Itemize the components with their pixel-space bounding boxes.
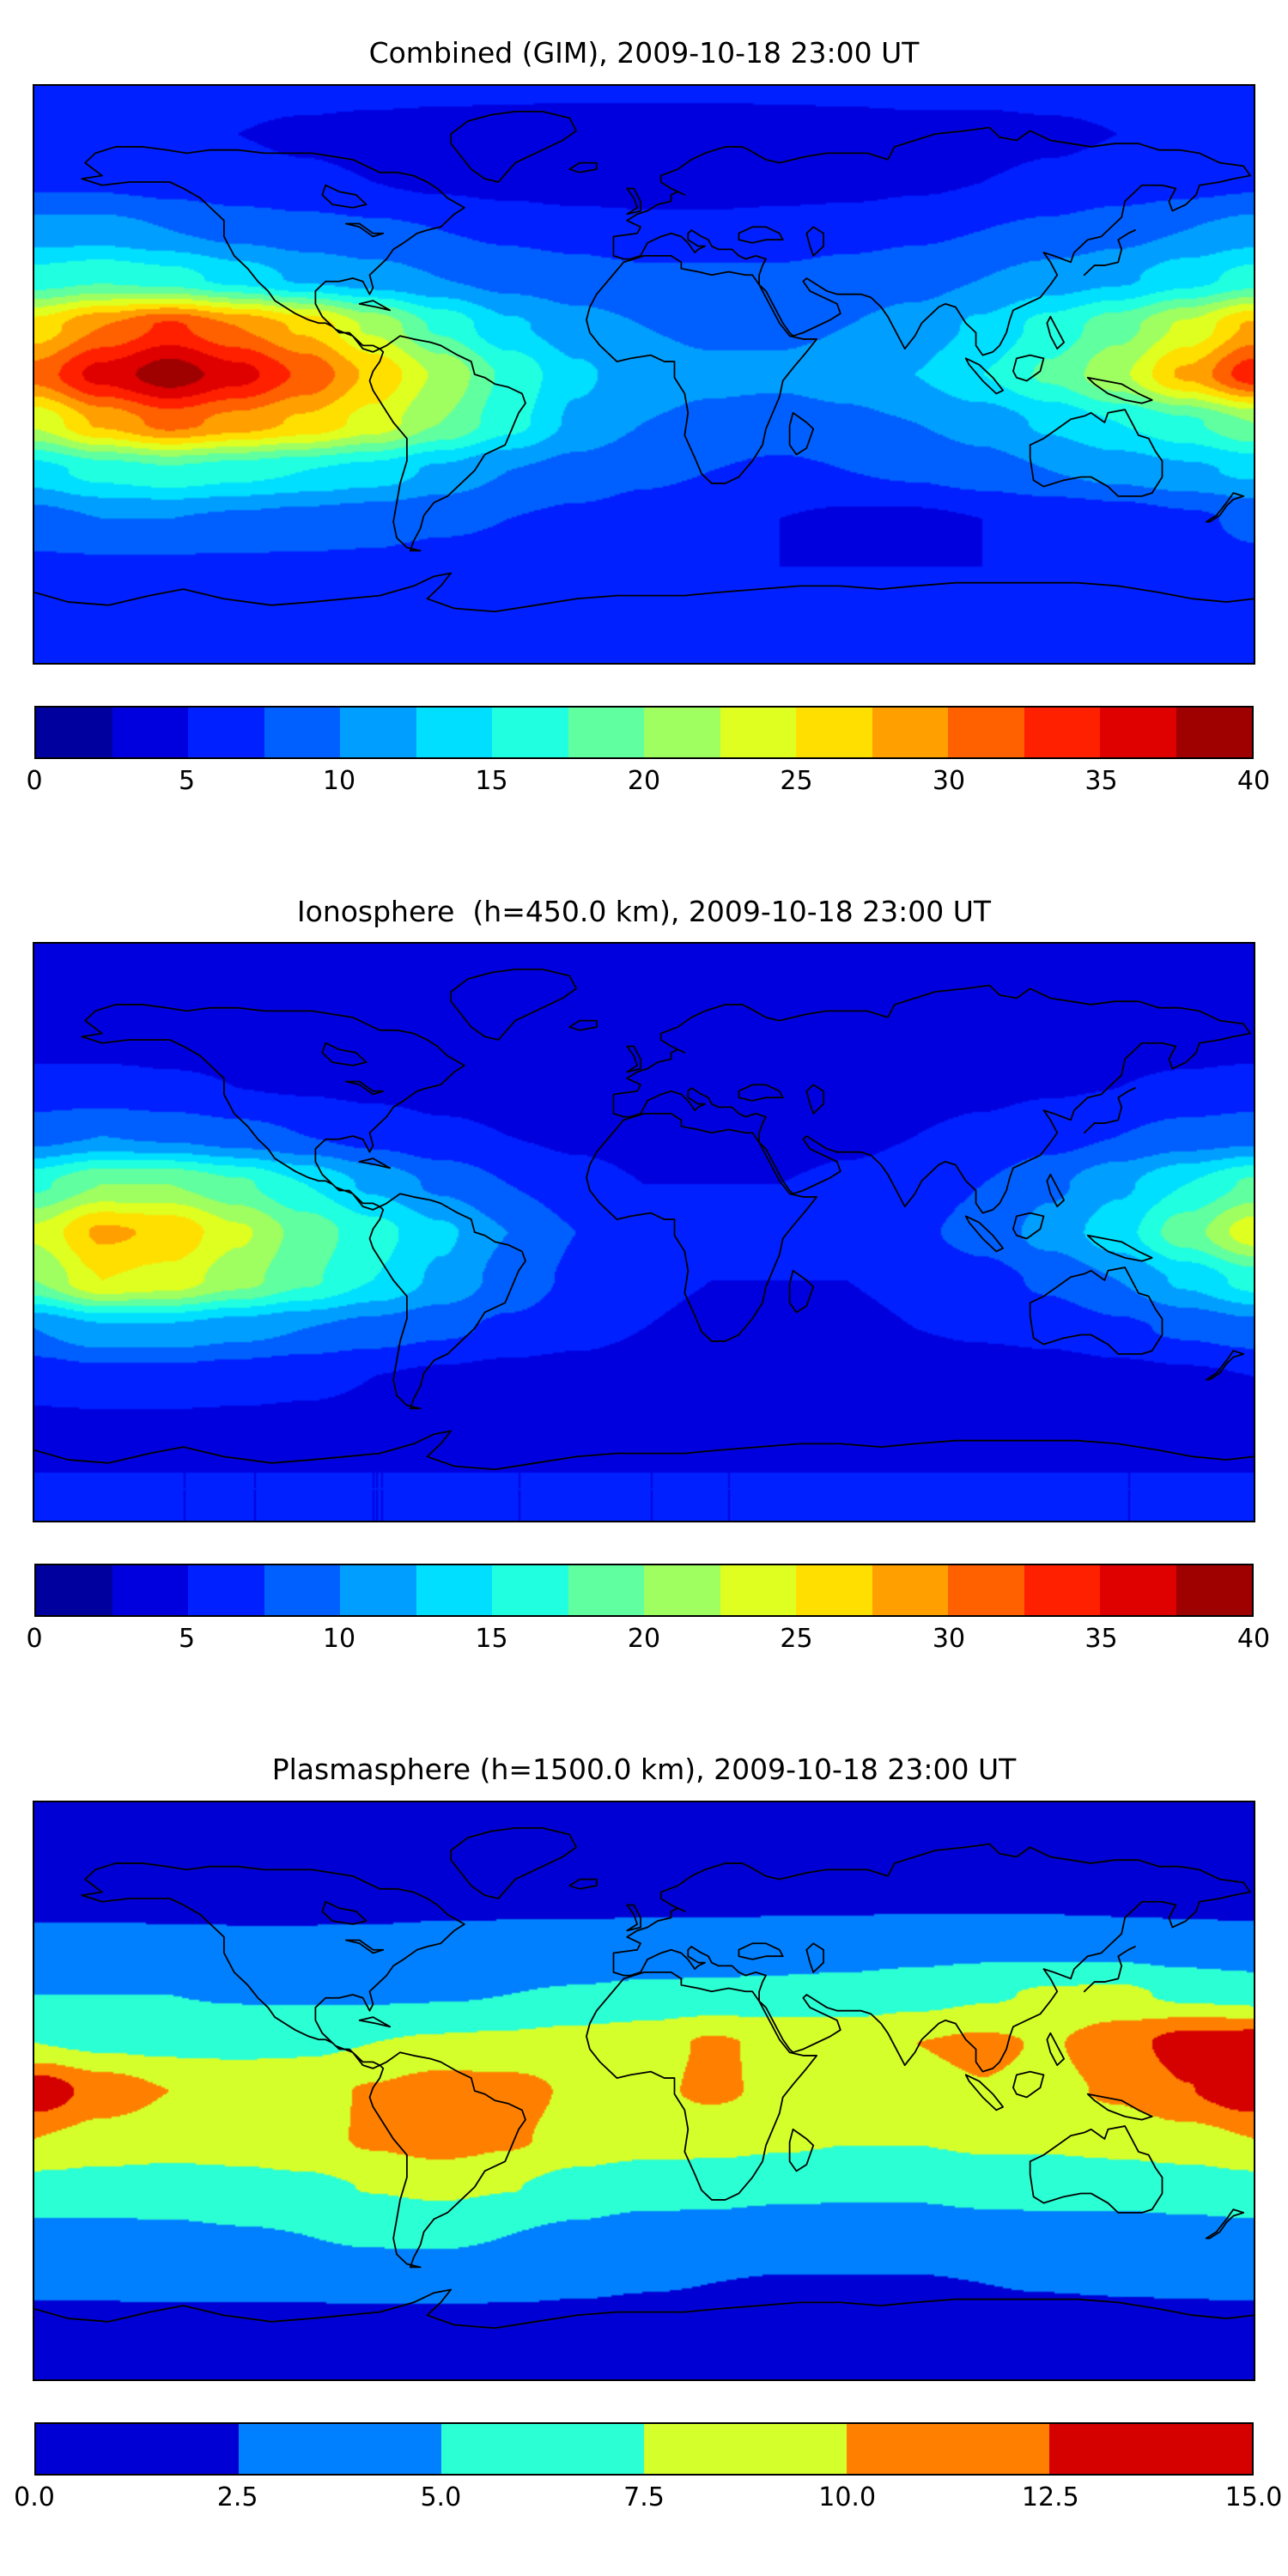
- colorbar-segment: [568, 707, 644, 757]
- panel-plasmasphere-title: Plasmasphere (h=1500.0 km), 2009-10-18 2…: [271, 1753, 1017, 1787]
- coastline-path: [34, 1828, 1254, 2328]
- colorbar-tick-labels: 0 5 10 15 20 25 30 35 40: [26, 1624, 1270, 1674]
- colorbar-tick-label: 25: [780, 765, 813, 796]
- colorbar-segment: [644, 1565, 720, 1616]
- coastlines-overlay: [34, 1802, 1254, 2379]
- coastlines-overlay: [34, 86, 1254, 663]
- colorbar-segment: [492, 707, 568, 757]
- coastline-path: [34, 969, 1254, 1469]
- colorbar-tick-label: 12.5: [1021, 2482, 1079, 2512]
- colorbar-segment: [644, 707, 720, 757]
- combined-heatmap-canvas: [34, 85, 1254, 663]
- panel-ionosphere-title: Ionosphere (h=450.0 km), 2009-10-18 23:0…: [296, 894, 992, 928]
- colorbar-tick-label: 15.0: [1224, 2482, 1283, 2512]
- colorbar-segment: [264, 707, 340, 757]
- colorbar-segment: [416, 707, 492, 757]
- colorbar-tick-label: 35: [1084, 1624, 1118, 1655]
- colorbar-tick-label: 10.0: [818, 2482, 877, 2512]
- colorbar-segment: [1176, 707, 1252, 757]
- colorbar-tick-label: 2.5: [216, 2482, 258, 2512]
- panel-combined: Combined (GIM), 2009-10-18 23:00 UT 0 5 10…: [0, 36, 1288, 816]
- colorbar-segment: [112, 707, 188, 757]
- colorbar-segment: [112, 1565, 188, 1616]
- colorbar-gradient: [34, 2421, 1254, 2476]
- colorbar-tick-label: 10: [322, 765, 356, 796]
- colorbar-tick-label: 0.0: [14, 2482, 55, 2512]
- colorbar-tick-label: 15: [475, 765, 508, 796]
- colorbar-tick-label: 5: [178, 1624, 196, 1655]
- colorbar-segment: [568, 1565, 644, 1616]
- colorbar-segment: [1100, 707, 1176, 757]
- ionosphere-heatmap-canvas: [34, 944, 1254, 1522]
- colorbar-segment: [1049, 2423, 1252, 2474]
- colorbar-tick-label: 15: [475, 1624, 508, 1655]
- colorbar-segment: [340, 707, 416, 757]
- colorbar-segment: [1024, 707, 1100, 757]
- plasmasphere-colorbar: 0.0 2.5 5.0 7.5 10.0 12.5 15.0: [14, 2421, 1282, 2532]
- combined-map: [33, 83, 1255, 665]
- colorbar-segment: [36, 2423, 239, 2474]
- colorbar-segment: [340, 1565, 416, 1616]
- colorbar-segment: [188, 707, 264, 757]
- colorbar-segment: [1100, 1565, 1176, 1616]
- colorbar-tick-label: 5.0: [420, 2482, 462, 2512]
- plasmasphere-map: [33, 1800, 1255, 2381]
- panel-plasmasphere: Plasmasphere (h=1500.0 km), 2009-10-18 2…: [0, 1753, 1288, 2532]
- colorbar-segment: [239, 2423, 441, 2474]
- colorbar-tick-label: 0: [26, 765, 43, 796]
- colorbar-segment: [36, 1565, 112, 1616]
- colorbar-segment: [36, 707, 112, 757]
- colorbar-tick-label: 10: [322, 1624, 356, 1655]
- colorbar-segment: [188, 1565, 264, 1616]
- colorbar-tick-label: 20: [627, 765, 661, 796]
- colorbar-segment: [796, 1565, 872, 1616]
- colorbar-segment: [644, 2423, 847, 2474]
- coastlines-overlay: [34, 944, 1254, 1521]
- colorbar-tick-label: 30: [932, 765, 966, 796]
- colorbar-tick-label: 7.5: [623, 2482, 665, 2512]
- colorbar-segment: [720, 707, 796, 757]
- colorbar-segment: [264, 1565, 340, 1616]
- colorbar-segment: [416, 1565, 492, 1616]
- colorbar-tick-label: 40: [1236, 765, 1271, 796]
- colorbar-tick-labels: 0.0 2.5 5.0 7.5 10.0 12.5 15.0: [14, 2482, 1282, 2532]
- colorbar-segment: [872, 1565, 948, 1616]
- colorbar-tick-label: 25: [780, 1624, 813, 1655]
- coastline-path: [34, 111, 1254, 611]
- colorbar-gradient: [34, 1564, 1254, 1618]
- colorbar-tick-label: 5: [178, 765, 196, 796]
- colorbar-tick-label: 35: [1084, 765, 1118, 796]
- colorbar-tick-label: 0: [26, 1624, 43, 1655]
- colorbar-segment: [720, 1565, 796, 1616]
- colorbar-segment: [847, 2423, 1049, 2474]
- colorbar-segment: [948, 1565, 1024, 1616]
- colorbar-segment: [948, 707, 1024, 757]
- colorbar-segment: [492, 1565, 568, 1616]
- colorbar-segment: [441, 2423, 644, 2474]
- colorbar-tick-label: 20: [627, 1624, 661, 1655]
- combined-colorbar: 0 5 10 15 20 25 30 35 40: [26, 705, 1270, 816]
- ionosphere-map: [33, 942, 1255, 1523]
- colorbar-segment: [1024, 1565, 1100, 1616]
- panel-ionosphere: Ionosphere (h=450.0 km), 2009-10-18 23:0…: [0, 895, 1288, 1674]
- colorbar-gradient: [34, 705, 1254, 759]
- colorbar-tick-labels: 0 5 10 15 20 25 30 35 40: [26, 765, 1270, 816]
- ionosphere-colorbar: 0 5 10 15 20 25 30 35 40: [26, 1564, 1270, 1674]
- colorbar-tick-label: 40: [1236, 1624, 1271, 1655]
- colorbar-segment: [796, 707, 872, 757]
- colorbar-tick-label: 30: [932, 1624, 966, 1655]
- colorbar-segment: [1176, 1565, 1252, 1616]
- plasmasphere-heatmap-canvas: [34, 1801, 1254, 2379]
- panel-combined-title: Combined (GIM), 2009-10-18 23:00 UT: [368, 36, 920, 70]
- colorbar-segment: [872, 707, 948, 757]
